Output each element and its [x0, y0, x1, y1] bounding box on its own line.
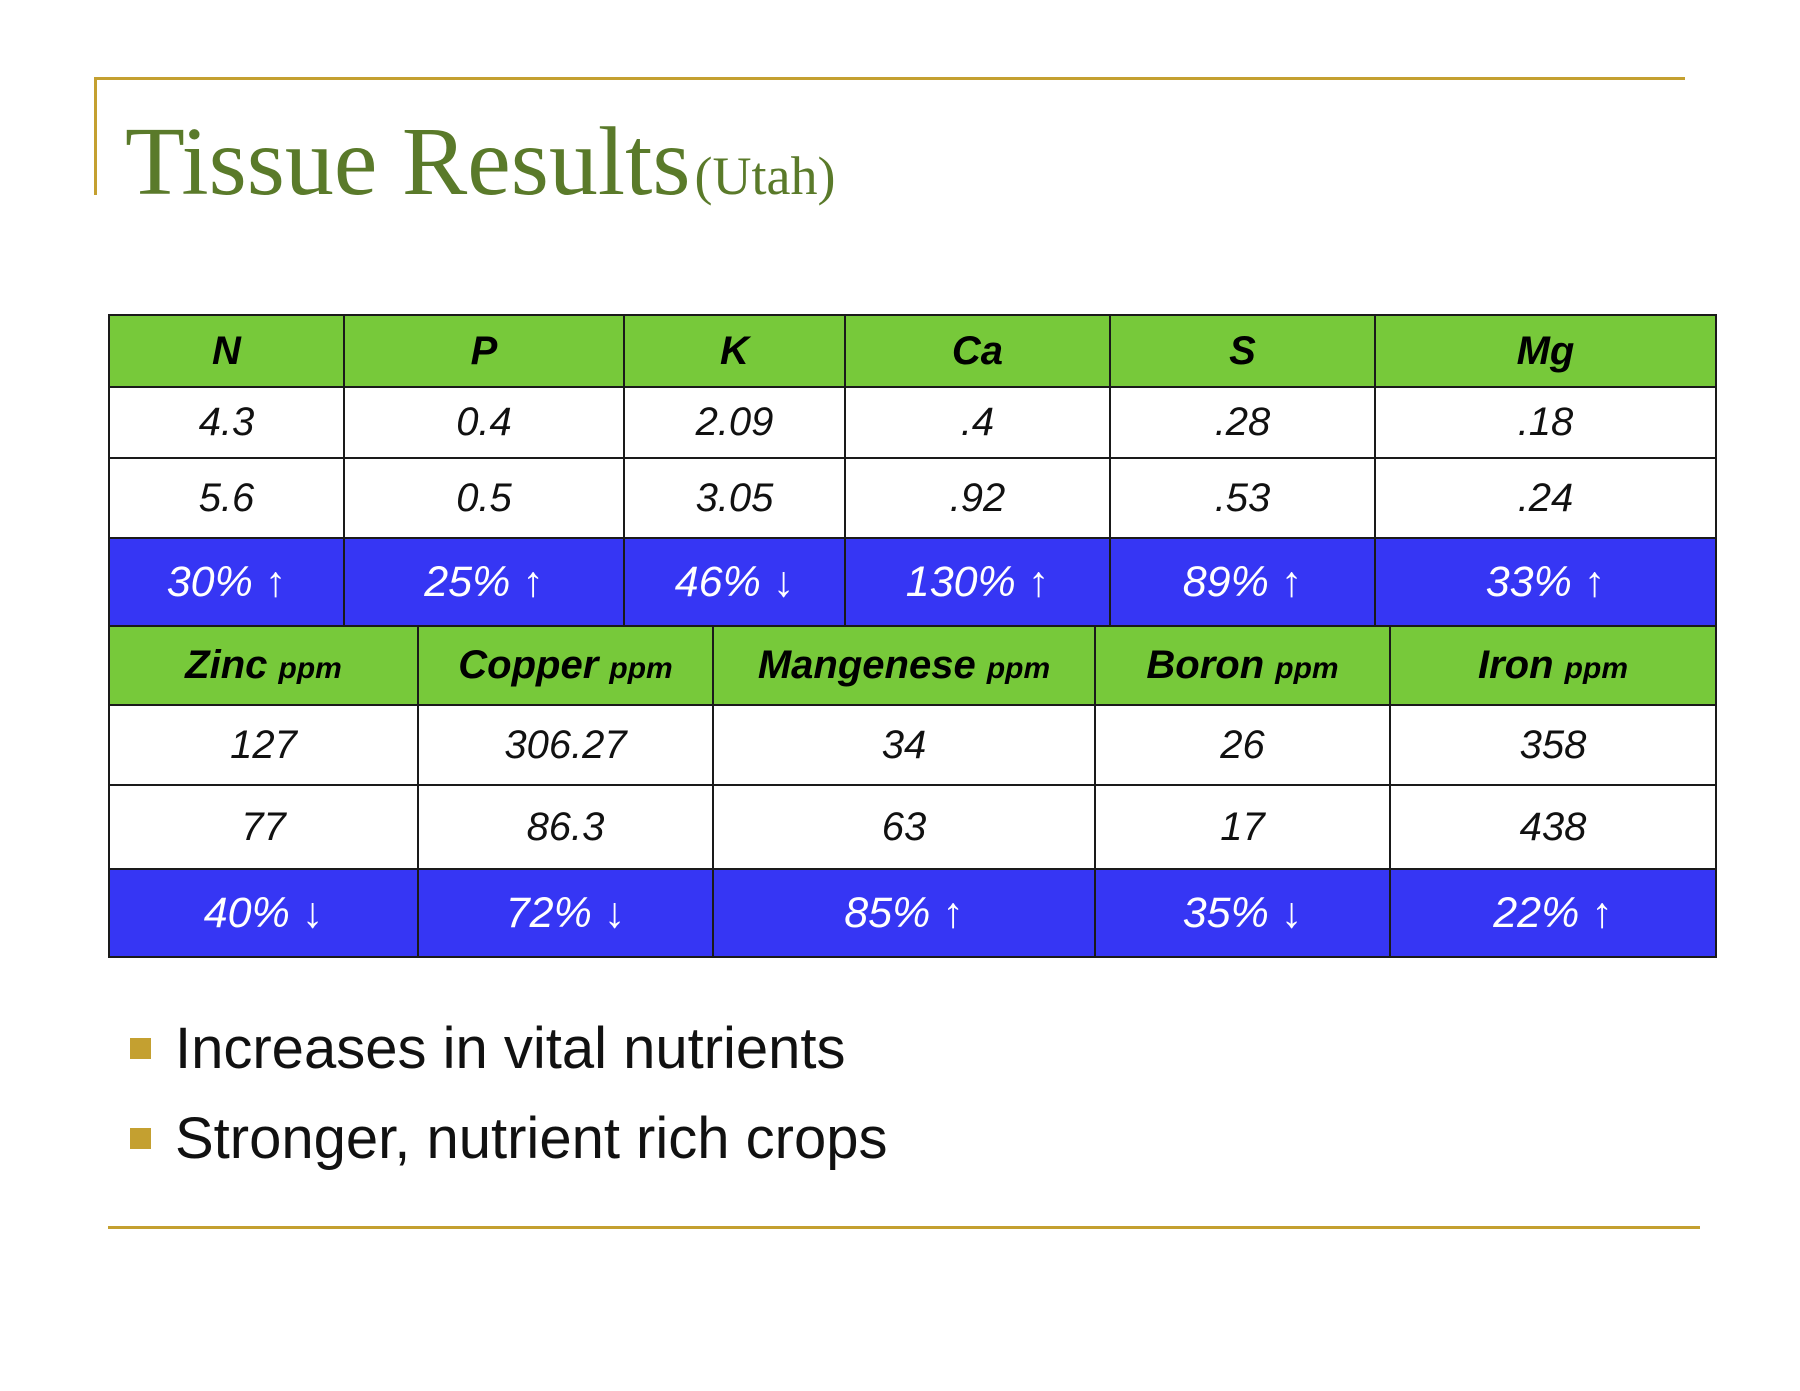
table-cell: 358 — [1389, 704, 1717, 786]
change-cell: 25% ↑ — [343, 537, 625, 627]
bullet-item: Increases in vital nutrients — [130, 1003, 887, 1093]
table-row: 127 306.27 34 26 358 — [108, 704, 1717, 786]
bottom-rule — [108, 1226, 1700, 1229]
header-unit: ppm — [1275, 652, 1339, 685]
table-cell: 127 — [108, 704, 419, 786]
table-row: 5.6 0.5 3.05 .92 .53 .24 — [108, 457, 1717, 539]
header-cell: Zinc ppm — [108, 625, 419, 706]
table-cell: 306.27 — [417, 704, 714, 786]
header-cell: P — [343, 314, 625, 388]
table-cell: .53 — [1109, 457, 1376, 539]
change-cell: 130% ↑ — [844, 537, 1111, 627]
table-cell: 77 — [108, 784, 419, 870]
change-cell: 46% ↓ — [623, 537, 846, 627]
header-cell: N — [108, 314, 345, 388]
table-cell: 3.05 — [623, 457, 846, 539]
header-cell: Mg — [1374, 314, 1717, 388]
table-cell: 86.3 — [417, 784, 714, 870]
table-header-row: N P K Ca S Mg — [108, 314, 1717, 388]
title-subtitle: (Utah) — [694, 146, 836, 206]
table-cell: 4.3 — [108, 386, 345, 459]
header-cell: Mangenese ppm — [712, 625, 1096, 706]
change-cell: 35% ↓ — [1094, 868, 1391, 958]
bullet-square-icon — [130, 1127, 151, 1149]
change-cell: 30% ↑ — [108, 537, 345, 627]
table-cell: 26 — [1094, 704, 1391, 786]
bullet-list: Increases in vital nutrients Stronger, n… — [130, 1003, 887, 1183]
title-text: Tissue Results — [125, 108, 691, 216]
micro-nutrients-table: Zinc ppm Copper ppm Mangenese ppm Boron … — [108, 625, 1717, 958]
header-unit: ppm — [278, 652, 342, 685]
header-name: Zinc — [185, 643, 268, 687]
bullet-text: Increases in vital nutrients — [175, 1015, 846, 1081]
left-rule — [94, 77, 97, 195]
major-nutrients-table: N P K Ca S Mg 4.3 0.4 2.09 .4 .28 .18 5.… — [108, 314, 1717, 627]
bullet-text: Stronger, nutrient rich crops — [175, 1105, 888, 1171]
table-cell: 34 — [712, 704, 1096, 786]
table-cell: 0.4 — [343, 386, 625, 459]
change-cell: 40% ↓ — [108, 868, 419, 958]
table-cell: .92 — [844, 457, 1111, 539]
table-cell: .18 — [1374, 386, 1717, 459]
header-name: Mangenese — [757, 643, 976, 687]
table-cell: 438 — [1389, 784, 1717, 870]
header-cell: K — [623, 314, 846, 388]
top-rule — [94, 77, 1685, 80]
table-cell: 5.6 — [108, 457, 345, 539]
header-name: Copper — [458, 643, 599, 687]
table-cell: 2.09 — [623, 386, 846, 459]
header-unit: ppm — [986, 652, 1051, 685]
change-cell: 85% ↑ — [712, 868, 1096, 958]
bullet-square-icon — [130, 1037, 151, 1059]
header-unit: ppm — [609, 652, 673, 685]
header-cell: Copper ppm — [417, 625, 714, 706]
change-cell: 72% ↓ — [417, 868, 714, 958]
table-cell: 17 — [1094, 784, 1391, 870]
table-header-row: Zinc ppm Copper ppm Mangenese ppm Boron … — [108, 625, 1717, 706]
header-cell: S — [1109, 314, 1376, 388]
bullet-item: Stronger, nutrient rich crops — [130, 1093, 887, 1183]
table-cell: .24 — [1374, 457, 1717, 539]
header-cell: Boron ppm — [1094, 625, 1391, 706]
table-row: 77 86.3 63 17 438 — [108, 784, 1717, 870]
header-name: Boron — [1146, 643, 1265, 687]
header-cell: Iron ppm — [1389, 625, 1717, 706]
table-row: 4.3 0.4 2.09 .4 .28 .18 — [108, 386, 1717, 459]
change-cell: 89% ↑ — [1109, 537, 1376, 627]
change-row: 40% ↓ 72% ↓ 85% ↑ 35% ↓ 22% ↑ — [108, 868, 1717, 958]
header-cell: Ca — [844, 314, 1111, 388]
slide-title: Tissue Results (Utah) — [125, 106, 835, 218]
table-cell: 63 — [712, 784, 1096, 870]
table-cell: 0.5 — [343, 457, 625, 539]
change-cell: 22% ↑ — [1389, 868, 1717, 958]
change-cell: 33% ↑ — [1374, 537, 1717, 627]
change-row: 30% ↑ 25% ↑ 46% ↓ 130% ↑ 89% ↑ 33% ↑ — [108, 537, 1717, 627]
header-unit: ppm — [1564, 652, 1628, 685]
table-cell: .28 — [1109, 386, 1376, 459]
header-name: Iron — [1478, 643, 1554, 687]
table-cell: .4 — [844, 386, 1111, 459]
